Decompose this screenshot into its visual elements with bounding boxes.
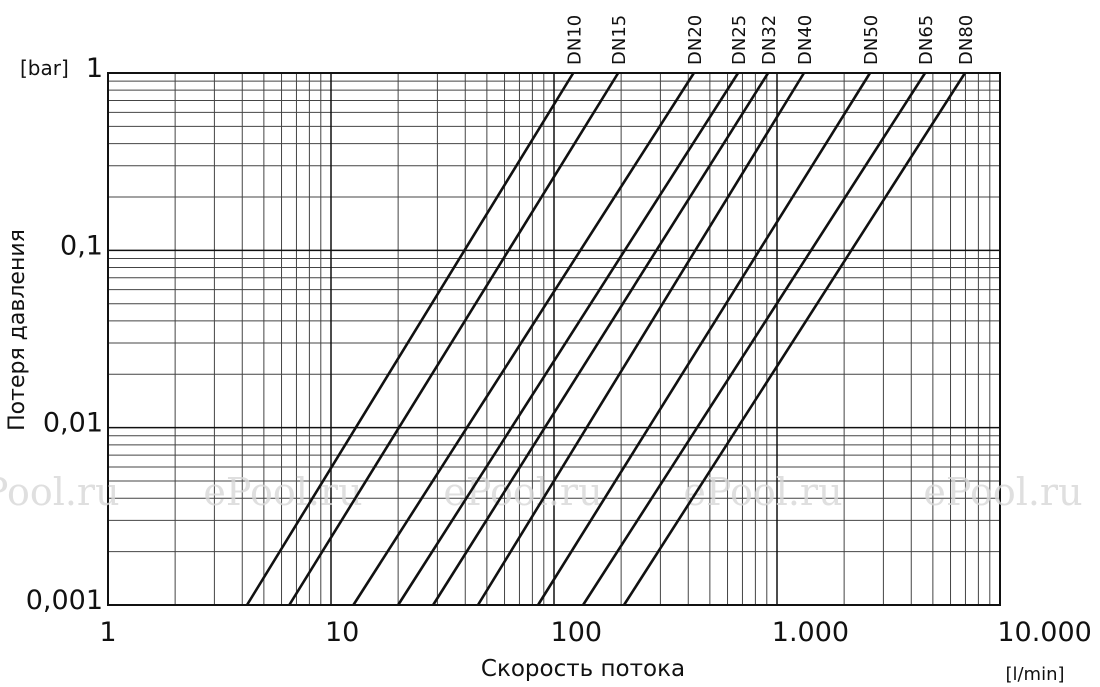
y-tick-label: 0,001 xyxy=(26,585,103,616)
series-label: DN10 xyxy=(564,15,585,65)
data-line xyxy=(581,72,927,606)
x-unit: [l/min] xyxy=(1005,664,1064,685)
series-label: DN15 xyxy=(609,15,630,65)
x-tick-label: 1 xyxy=(99,617,116,648)
watermark: ePool.ru xyxy=(923,470,1082,514)
series-label: DN20 xyxy=(685,15,706,65)
x-tick-label: 10.000 xyxy=(997,617,1091,648)
x-tick-label: 10 xyxy=(325,617,359,648)
data-line xyxy=(476,72,806,606)
data-line xyxy=(397,72,740,606)
x-axis-title: Скорость потока xyxy=(481,656,685,682)
watermark: ePool.ru xyxy=(683,470,842,514)
y-tick-label: 1 xyxy=(86,53,103,84)
watermark: ePool.ru xyxy=(443,470,602,514)
x-tick-label: 1.000 xyxy=(772,617,849,648)
series-label: DN50 xyxy=(861,15,882,65)
data-line xyxy=(536,72,872,606)
y-tick-label: 0,1 xyxy=(60,230,103,261)
data-line xyxy=(245,72,575,606)
x-tick-label: 100 xyxy=(551,617,603,648)
data-line xyxy=(352,72,695,606)
data-line xyxy=(622,72,967,606)
series-label: DN40 xyxy=(795,15,816,65)
series-label: DN32 xyxy=(759,15,780,65)
y-axis-title: Потеря давления xyxy=(5,229,30,431)
plot-frame xyxy=(107,72,1001,606)
watermark: ePool.ru xyxy=(0,470,120,514)
series-label: DN80 xyxy=(956,15,977,65)
data-line xyxy=(288,72,620,606)
watermark: ePool.ru xyxy=(203,470,362,514)
y-unit: [bar] xyxy=(20,56,69,80)
series-label: DN25 xyxy=(729,15,750,65)
series-label: DN65 xyxy=(916,15,937,65)
data-line xyxy=(432,72,770,606)
y-tick-label: 0,01 xyxy=(43,408,103,439)
